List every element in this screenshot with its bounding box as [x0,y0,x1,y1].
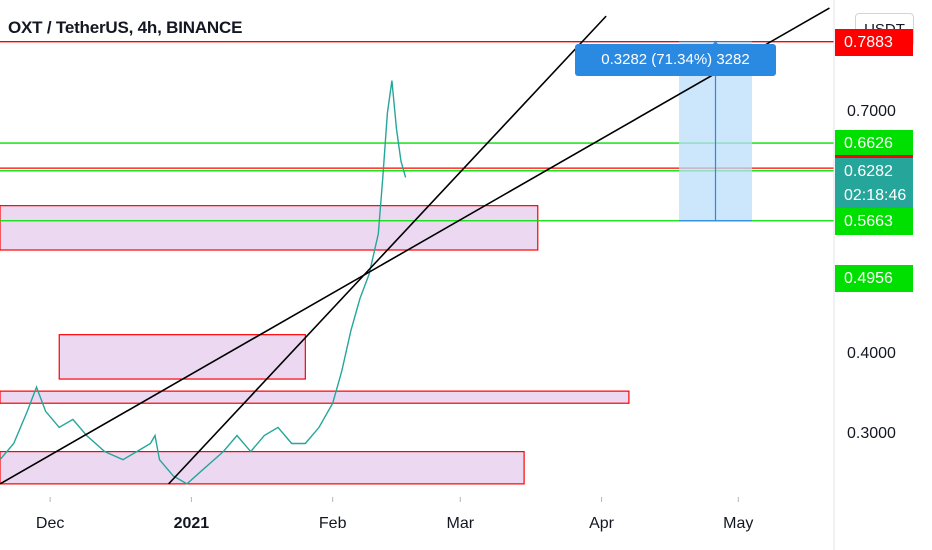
y-tick-label: 0.3000 [847,425,896,443]
y-tick-label: 0.4000 [847,344,896,362]
chart-title: OXT / TetherUS, 4h, BINANCE [8,18,243,37]
trend-lines [0,7,830,485]
price-tag: 0.7883 [835,28,913,56]
price-line [0,80,407,485]
y-tick-label: 0.7000 [847,102,896,120]
price-tag: 0.5663 [835,207,913,235]
x-axis-ticks [49,497,739,502]
x-tick-label: May [723,515,754,532]
zone-box [0,205,539,251]
x-tick-label: Dec [35,515,65,532]
price-tag: 02:18:46 [835,181,913,209]
price-tag: 0.4956 [835,264,913,292]
price-tag: 0.6282 [835,157,913,185]
price-series [0,80,407,485]
zone-box [58,334,306,380]
supply-demand-zones [0,205,630,485]
x-tick-label: Feb [318,515,347,532]
trend-line [0,7,830,485]
zone-box [0,451,525,485]
measure-label: 0.3282 (71.34%) 3282 [575,44,776,76]
zone-box [0,390,630,404]
x-tick-label: Apr [589,515,615,532]
x-tick-label: Mar [446,515,475,532]
price-tag: 0.6626 [835,130,913,158]
x-tick-label: 2021 [173,515,210,532]
trend-line [168,15,607,485]
